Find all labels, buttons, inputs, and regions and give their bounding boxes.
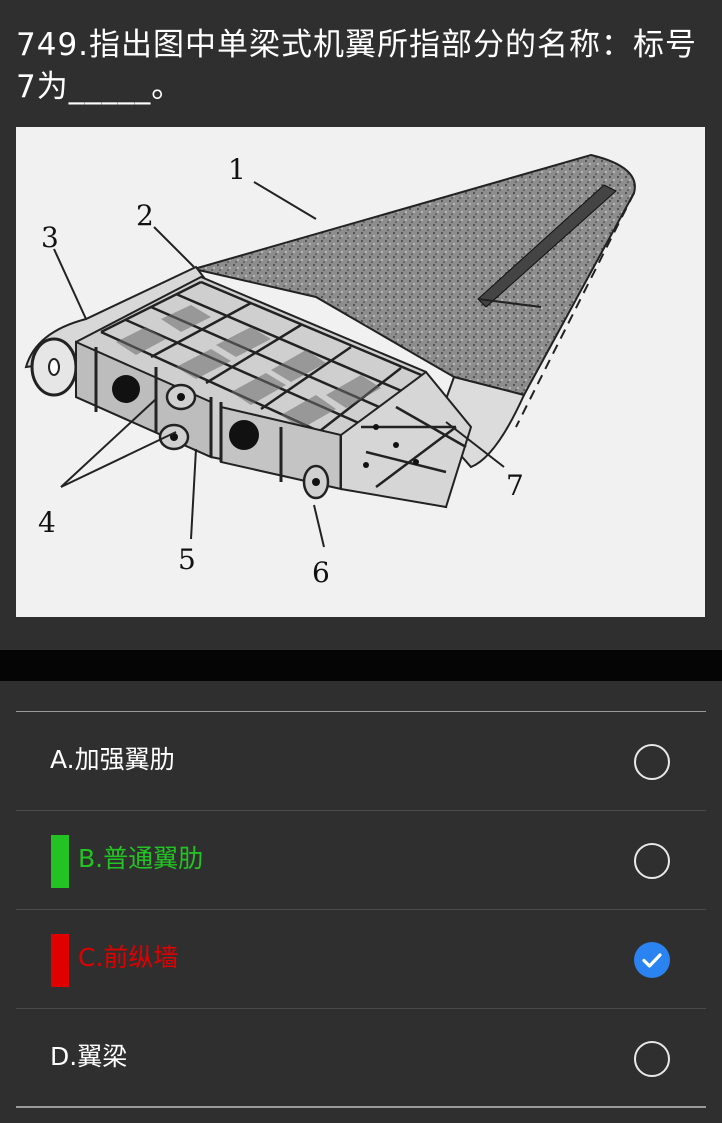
wrong-marker-bar [51, 934, 69, 987]
callout-2: 2 [136, 199, 154, 232]
callout-6: 6 [312, 556, 330, 589]
radio-empty-icon[interactable] [634, 744, 670, 780]
callout-7: 7 [506, 469, 524, 502]
wing-structure-diagram: 1 2 3 4 5 6 7 [16, 127, 705, 617]
callout-1: 1 [228, 153, 246, 186]
callout-3: 3 [41, 221, 59, 254]
option-b-label: B.普通翼肋 [78, 844, 204, 873]
option-a[interactable]: A.加强翼肋 [16, 712, 706, 811]
callout-5: 5 [178, 543, 196, 576]
question-text: 749.指出图中单梁式机翼所指部分的名称：标号7为_____。 [16, 27, 698, 105]
option-b[interactable]: B.普通翼肋 [16, 811, 706, 910]
option-c[interactable]: C.前纵墙 [16, 910, 706, 1009]
callout-4: 4 [38, 506, 56, 539]
answer-options: A.加强翼肋 B.普通翼肋 C.前纵墙 D.翼梁 [16, 712, 706, 1108]
correct-marker-bar [51, 835, 69, 888]
option-d[interactable]: D.翼梁 [16, 1009, 706, 1108]
options-top-rule [16, 711, 706, 712]
radio-empty-icon[interactable] [634, 843, 670, 879]
check-circle-icon[interactable] [634, 942, 670, 978]
option-d-label: D.翼梁 [50, 1042, 128, 1071]
divider-band [0, 650, 722, 681]
radio-empty-icon[interactable] [634, 1041, 670, 1077]
option-a-label: A.加强翼肋 [50, 745, 175, 774]
option-c-label: C.前纵墙 [78, 943, 179, 972]
